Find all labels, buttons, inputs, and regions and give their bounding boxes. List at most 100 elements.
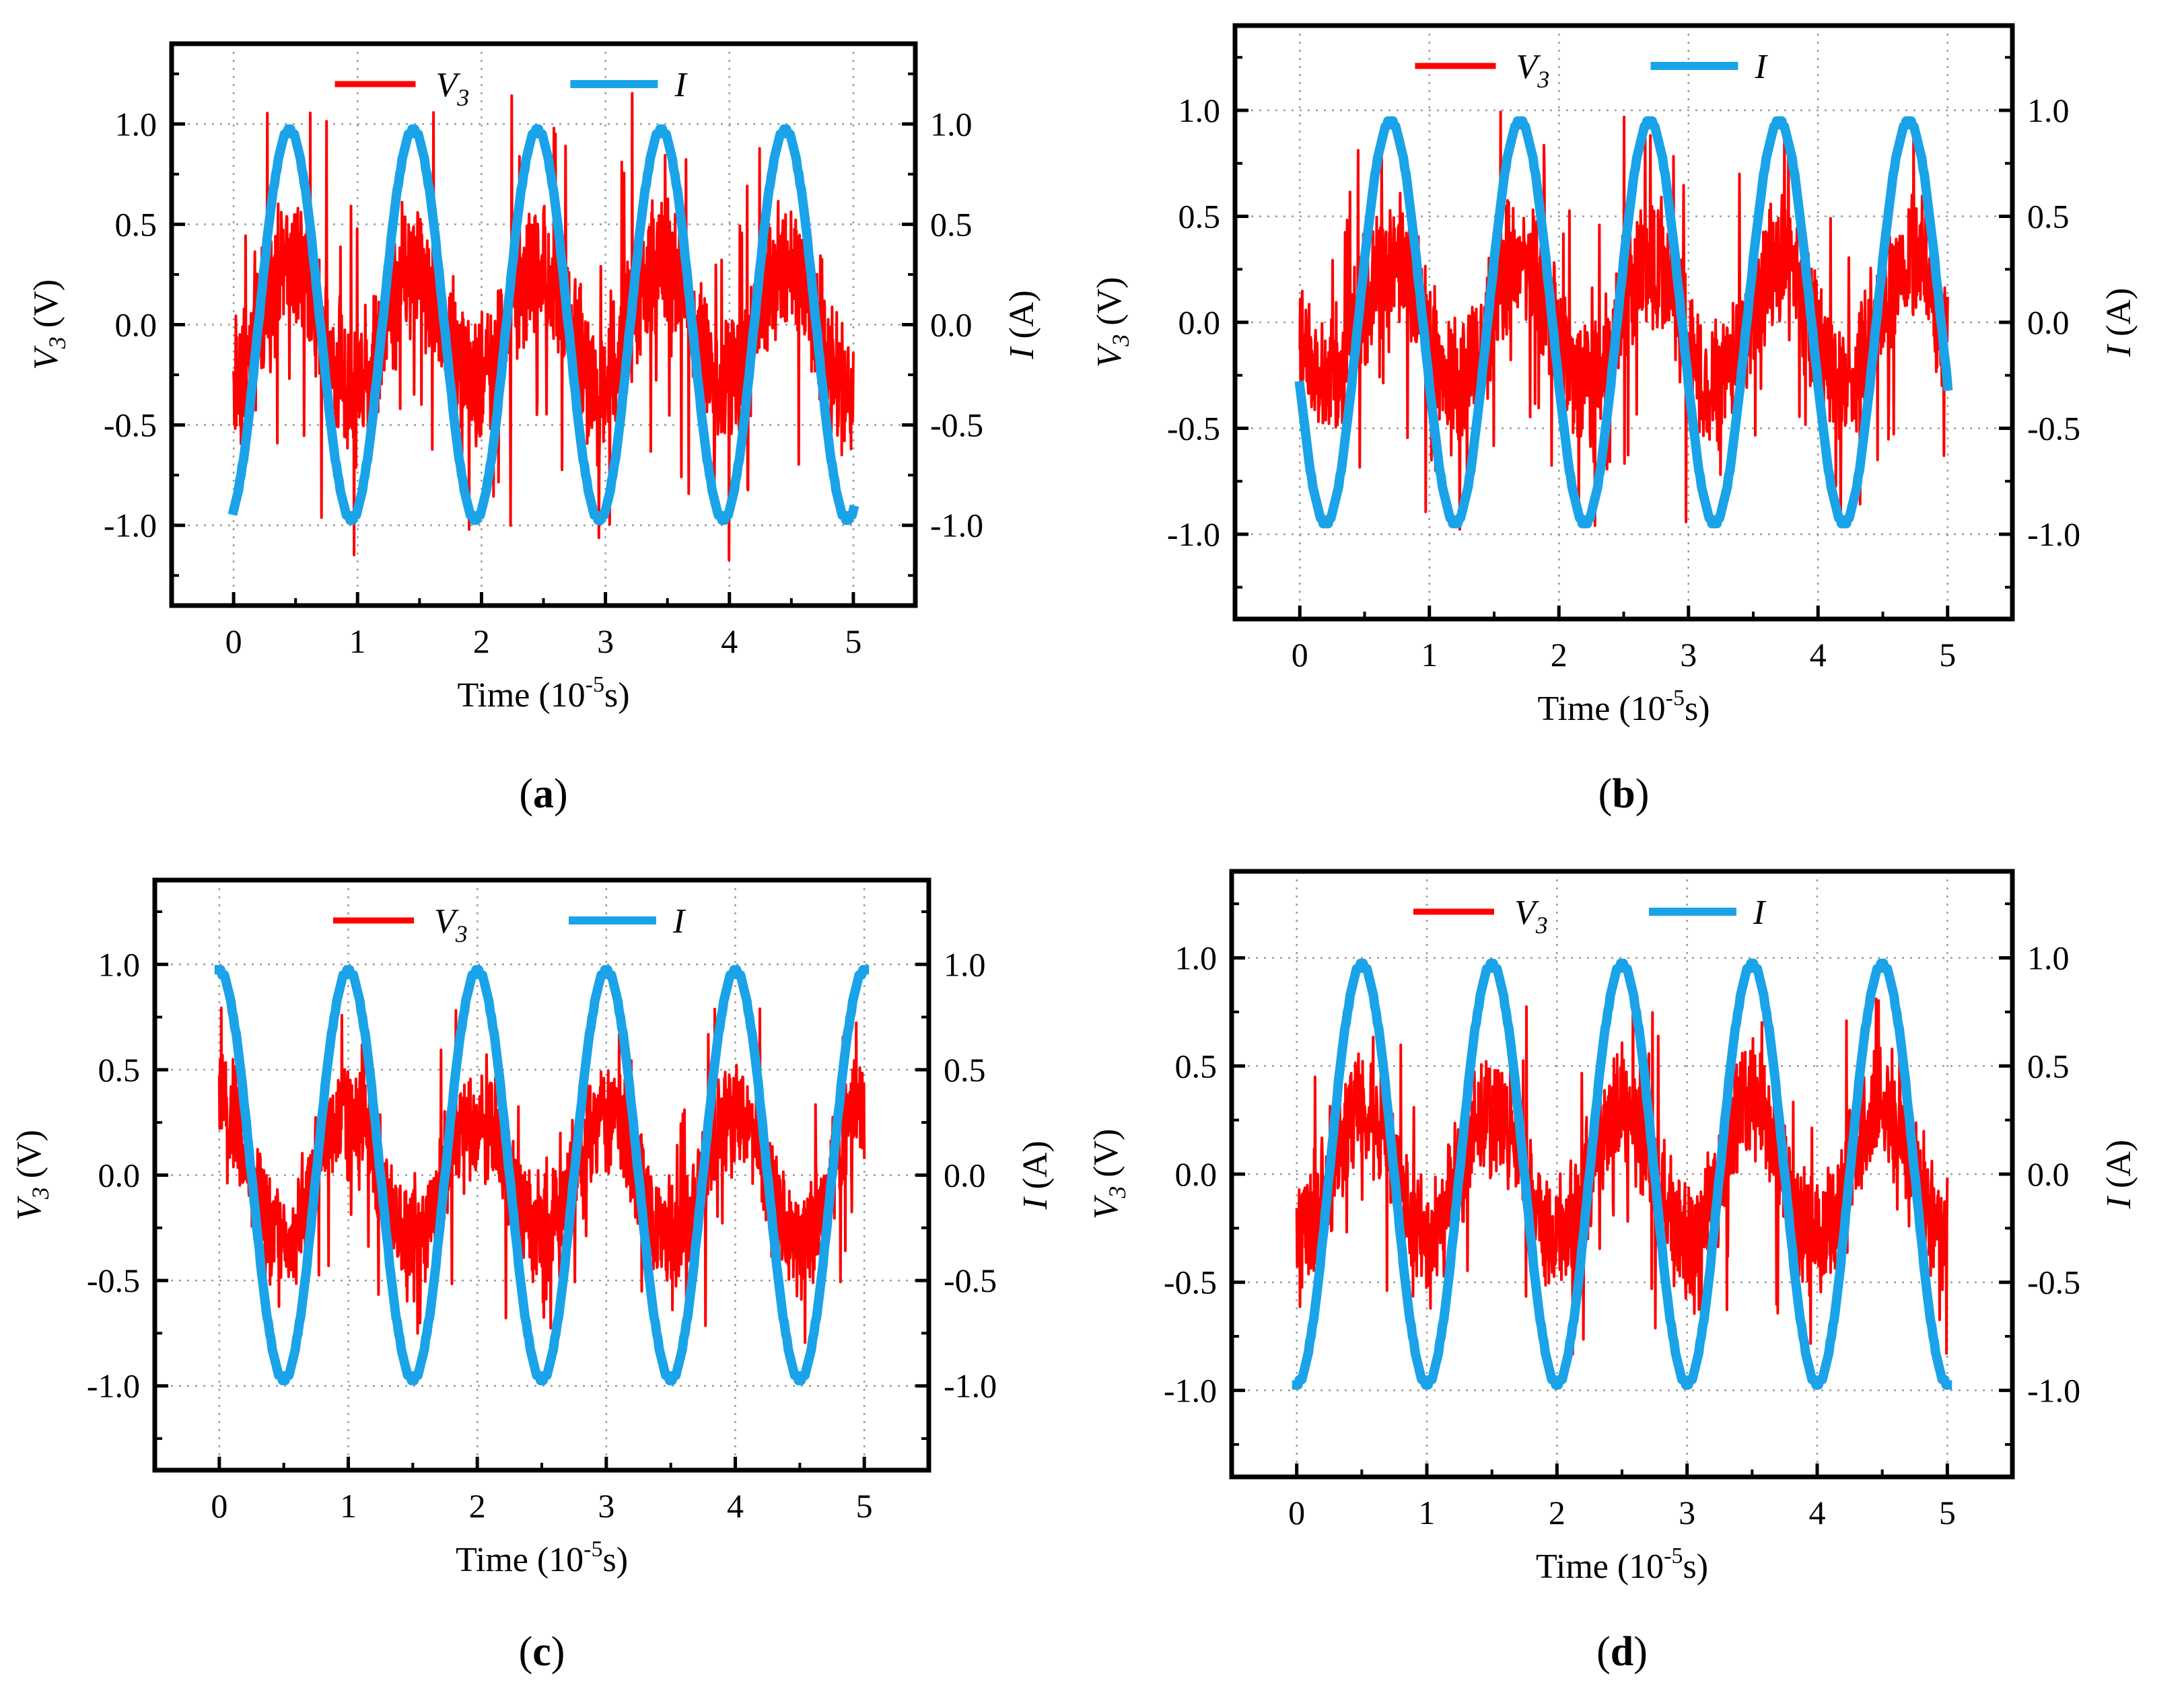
x-tick-label: 3 (598, 1487, 614, 1525)
series-i-line (214, 965, 870, 1385)
y-left-axis-title: V3 (V) (27, 279, 71, 370)
y-left-tick-label: 0.0 (1175, 1155, 1218, 1193)
y-right-tick-label: -1.0 (2027, 1371, 2080, 1409)
y-right-tick-label: -0.5 (944, 1262, 997, 1299)
plot-area (1294, 110, 1953, 531)
series-v3-line (232, 92, 855, 562)
y-left-tick-label: -1.0 (104, 507, 157, 544)
y-left-tick-label: -1.0 (1167, 515, 1220, 553)
y-right-tick-label: 0.0 (944, 1157, 986, 1194)
x-tick-label: 4 (727, 1487, 744, 1525)
y-left-axis-title: V3 (V) (1090, 277, 1134, 368)
y-left-axis-title: V3 (V) (10, 1130, 54, 1221)
panel-caption: (a) (519, 771, 567, 817)
legend: V3 I (333, 902, 686, 947)
y-left-tick-label: 0.0 (1178, 303, 1221, 341)
y-left-tick-label: -0.5 (87, 1262, 140, 1299)
y-right-tick-label: -0.5 (930, 406, 983, 444)
y-right-tick-label: -0.5 (2027, 410, 2080, 447)
y-left-tick-label: 0.5 (98, 1051, 141, 1089)
series-v3-line (217, 1007, 866, 1344)
y-right-tick-label: 0.0 (2027, 1155, 2070, 1193)
y-right-tick-label: 0.0 (2027, 303, 2070, 341)
y-left-tick-label: 0.5 (1178, 198, 1221, 235)
y-right-tick-label: -1.0 (2027, 515, 2080, 553)
y-left-axis-title: V3 (V) (1087, 1129, 1131, 1220)
x-tick-label: 2 (1549, 1494, 1565, 1531)
y-left-tick-label: -1.0 (87, 1367, 140, 1405)
y-right-tick-label: 0.5 (944, 1051, 986, 1089)
y-right-tick-label: 1.0 (2027, 92, 2070, 129)
legend-label-i: I (674, 66, 689, 104)
x-tick-label: 0 (211, 1487, 227, 1525)
series-v3-line (1295, 989, 1949, 1356)
x-axis-title: Time (10-5s) (456, 1537, 628, 1579)
panel-caption: (b) (1598, 771, 1650, 817)
y-right-tick-label: -1.0 (930, 507, 983, 544)
y-left-tick-label: 1.0 (115, 105, 157, 143)
panel-d: 0 1 2 3 4 5 1.0 0.5 0.0 -0.5 -1.0 1.0 0.5 0.0 -0.5 -1.0… (1087, 869, 2138, 1675)
y-left-tick-label: 1.0 (1178, 92, 1221, 129)
y-right-tick-label: 0.5 (2027, 1047, 2070, 1085)
y-left-tick-label: 0.5 (1175, 1047, 1218, 1085)
y-right-tick-label: 1.0 (944, 945, 986, 983)
y-left-tick-label: -1.0 (1164, 1371, 1217, 1409)
panel-caption: (c) (519, 1629, 565, 1675)
x-axis-title: Time (10-5s) (1537, 686, 1710, 728)
x-tick-label: 3 (1679, 1494, 1695, 1531)
x-tick-label: 4 (1810, 636, 1827, 674)
x-tick-label: 0 (1292, 636, 1308, 674)
y-left-tick-label: 1.0 (98, 945, 141, 983)
x-tick-label: 0 (225, 622, 242, 660)
y-right-tick-label: 0.0 (930, 306, 973, 344)
y-right-axis-title: I (A) (1016, 1140, 1055, 1210)
y-right-tick-label: 0.5 (2027, 198, 2070, 235)
legend-label-v3: V3 (1514, 894, 1548, 939)
legend-label-v3: V3 (436, 66, 470, 111)
x-tick-label: 5 (1939, 1494, 1956, 1531)
panel-caption: (d) (1596, 1629, 1648, 1675)
y-right-tick-label: 1.0 (930, 105, 973, 143)
x-tick-label: 3 (1680, 636, 1697, 674)
legend-label-v3: V3 (434, 902, 468, 947)
x-tick-label: 2 (1551, 636, 1567, 674)
y-right-tick-label: -1.0 (944, 1367, 997, 1405)
x-tick-label: 1 (340, 1487, 357, 1525)
x-tick-label: 5 (856, 1487, 873, 1525)
series-i-line (227, 124, 859, 525)
plot-area (214, 965, 870, 1385)
series-i-line (1294, 116, 1953, 529)
legend: V3 I (1413, 894, 1767, 939)
y-right-tick-label: -0.5 (2027, 1264, 2080, 1301)
panel-a: 0 1 2 3 4 5 1.0 0.5 0.0 -0.5 -1.0 1.0 0.5 0.0 -0.5 -1.0… (27, 41, 1041, 817)
x-tick-label: 1 (1421, 636, 1438, 674)
legend-label-i: I (1753, 894, 1767, 932)
x-axis-title: Time (10-5s) (457, 672, 629, 715)
y-left-tick-label: 0.5 (115, 205, 157, 243)
panel-b: 0 1 2 3 4 5 1.0 0.5 0.0 -0.5 -1.0 1.0 0.5 0.0 -0.5 -1.0… (1090, 23, 2138, 817)
y-right-axis-title: I (A) (2100, 1140, 2138, 1210)
series-v3-line (1298, 110, 1949, 531)
legend-label-i: I (672, 902, 686, 941)
y-right-axis-title: I (A) (1003, 290, 1041, 360)
panel-c: 0 1 2 3 4 5 1.0 0.5 0.0 -0.5 -1.0 1.0 0.5 0.0 -0.5 -1.0… (10, 877, 1055, 1675)
y-left-tick-label: -0.5 (1164, 1264, 1217, 1301)
x-tick-label: 1 (1419, 1494, 1436, 1531)
legend: V3 I (334, 66, 689, 111)
legend-label-i: I (1755, 48, 1769, 86)
legend: V3 I (1415, 48, 1769, 93)
y-right-axis-title: I (A) (2100, 288, 2138, 358)
series-i-line (1292, 958, 1952, 1390)
y-left-tick-label: 0.0 (115, 306, 157, 344)
y-right-tick-label: 0.5 (930, 205, 973, 243)
x-tick-label: 4 (721, 622, 738, 660)
x-tick-label: 5 (845, 622, 861, 660)
x-axis-title: Time (10-5s) (1536, 1544, 1708, 1586)
plot-area (227, 92, 859, 562)
plot-area (1292, 958, 1952, 1390)
x-tick-label: 2 (473, 622, 490, 660)
x-tick-label: 1 (349, 622, 366, 660)
x-tick-label: 4 (1809, 1494, 1826, 1531)
y-left-tick-label: 1.0 (1175, 939, 1218, 977)
